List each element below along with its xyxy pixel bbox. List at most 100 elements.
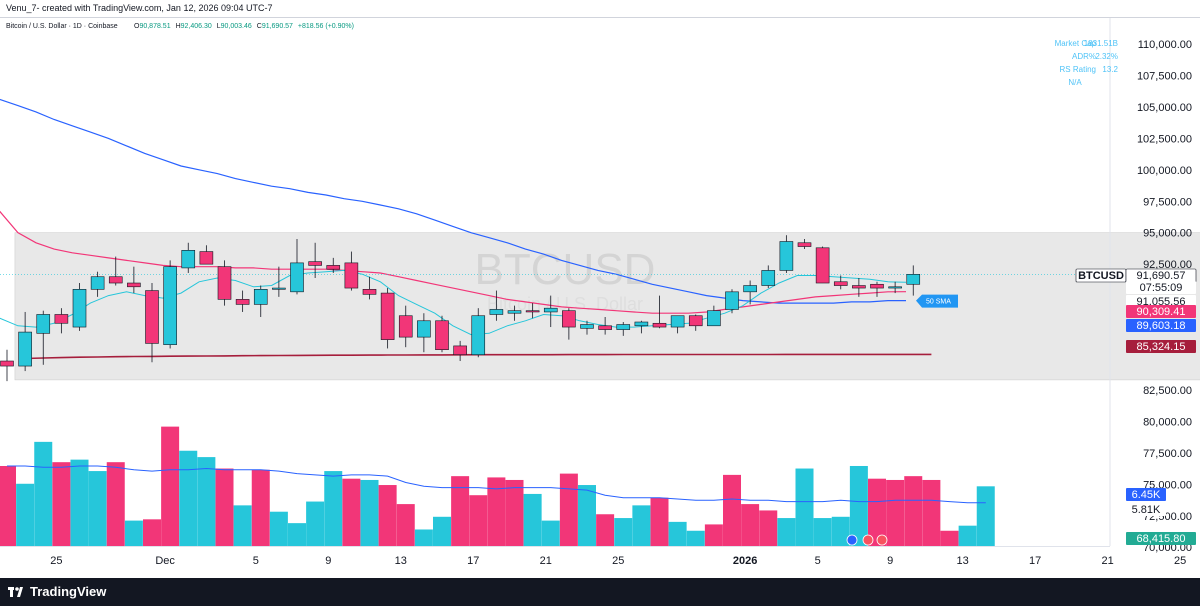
info-value: 2.32% [1095,52,1118,61]
candle-body [598,325,612,330]
sma50-line [0,98,906,304]
event-icon[interactable] [846,534,858,546]
volume-bar [0,465,16,546]
candle-body [127,282,141,288]
candle-body [562,310,576,328]
price-tag: BTCUSD [1075,268,1127,283]
candle-body [725,291,739,310]
x-tick-label: 25 [50,555,62,567]
event-markers[interactable] [846,534,888,546]
event-icon[interactable] [862,534,874,546]
legend-ohlc: O90,878.51 H92,406.30 L90,003.46 C91,690… [134,23,354,30]
volume-bar [541,520,560,546]
y-tick-label: 100,000.00 [1137,165,1192,177]
price-tag-text: 85,324.15 [1137,341,1186,353]
candle-body [507,310,522,314]
candle-body [380,292,395,340]
x-tick-label: 5 [815,555,821,567]
x-tick-label: 17 [467,555,479,567]
candle [253,285,268,317]
legend-l-label: L [217,23,221,30]
candle [833,275,848,290]
sma-label-flag: 50 SMA [916,294,958,308]
candle-body [670,315,685,328]
volume-tag-bg [1126,488,1166,501]
candle [272,266,286,297]
x-tick-label: 17 [1029,555,1041,567]
candle [362,276,377,300]
volume-bar [414,529,433,546]
candle-body [181,250,196,269]
candle-body [199,251,214,265]
candle-body [471,315,486,356]
candle [815,246,830,284]
candle-body [163,266,177,345]
legend-o-label: O [134,23,140,30]
time-axis: 25 Dec 5 9 13 17 21 25 2026 5 9 13 17 21 25 [0,534,1186,567]
volume-bar [813,518,832,546]
volume-ma-line [7,465,986,504]
volume-bar [52,462,71,546]
price-tag: 07:55:09 [1126,281,1196,294]
candle-body [743,285,757,293]
volume-bar [342,478,361,546]
volume-bar [922,479,941,546]
candle [688,314,703,331]
volume-bar [179,450,198,546]
candle [906,265,921,296]
y-tick-label: 92,500.00 [1143,259,1192,271]
volume-bar [795,468,814,546]
tradingview-logo[interactable] [8,584,24,600]
volume-bar [324,471,343,546]
candle-body [145,290,159,344]
info-value: 1831.51B [1084,39,1118,48]
volume-bar [106,462,125,546]
price-tags: BTCUSD 91,690.5707:55:0991,055.5690,309.4… [1075,268,1197,545]
candle [543,295,558,328]
candle [870,281,884,297]
volume-bar [886,479,905,546]
bottom-tag: 68,415.80 [1126,532,1196,545]
candle-body [362,289,377,295]
watermark-layer: BTCUSD Bitcoin / U.S. Dollar [475,245,656,314]
candle-body [253,289,268,305]
candle [598,316,612,335]
legend-c-label: C [257,23,262,30]
candle-body [815,247,830,284]
price-tag-text: 90,309.41 [1137,306,1186,318]
candle-body [36,314,51,334]
candle-body [634,321,649,327]
candle [489,290,504,321]
candle [344,251,359,291]
candle [54,308,69,334]
watermark-name: Bitcoin / U.S. Dollar [487,294,643,314]
volume-bar [849,465,868,546]
volume-bar [70,459,89,546]
legend: Bitcoin / U.S. Dollar · 1D · Coinbase O9… [6,23,354,30]
volume-bar [306,501,325,546]
candle [417,313,431,353]
price-tag-text: BTCUSD [1078,270,1124,282]
candle [725,289,739,314]
candle [761,265,776,289]
volume-bar [831,516,850,546]
volume-bar [16,483,35,546]
volume-bar [723,474,741,546]
price-chart[interactable]: BTCUSD Bitcoin / U.S. Dollar 50 SMA 110,… [0,18,1200,578]
candle [797,238,812,250]
candle [235,290,250,312]
divider [0,17,1200,18]
candle-body [852,285,866,289]
candle-body [54,314,69,324]
volume-tag-bg [1126,503,1166,516]
bottom-tag-bg [1126,532,1196,545]
candle-body [90,276,105,290]
legend-close: 91,690.57 [262,23,293,30]
event-icon[interactable] [876,534,888,546]
volume-bar [704,524,723,546]
candle [0,349,14,382]
candle [507,305,522,321]
candle [580,320,594,335]
volume-bar [578,485,596,546]
candle-body [833,281,848,286]
